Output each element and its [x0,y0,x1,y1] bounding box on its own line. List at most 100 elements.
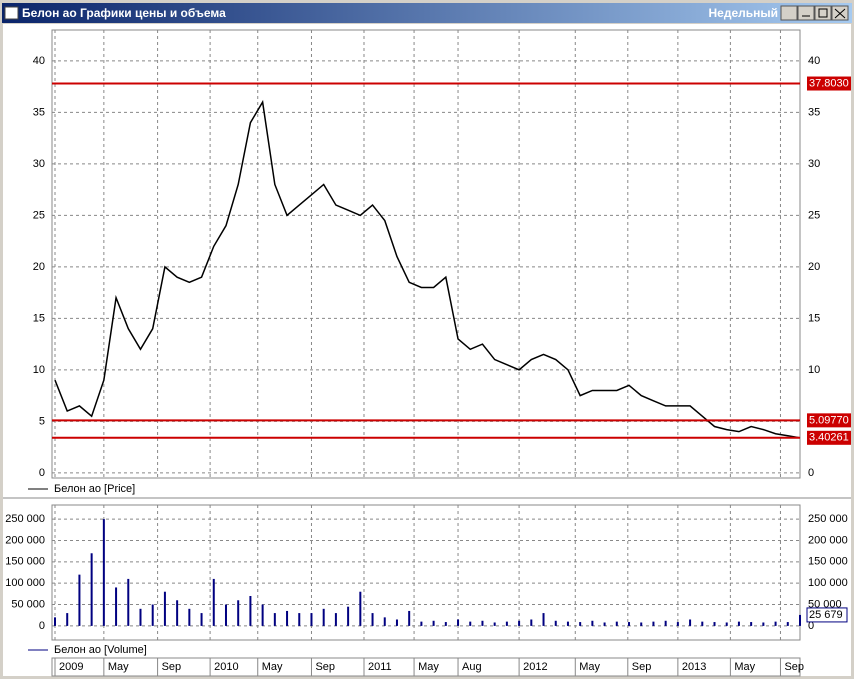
level-label: 5.09770 [809,414,849,426]
y-tick-label-right: 150 000 [808,556,848,568]
y-tick-label-right: 250 000 [808,513,848,525]
volume-bar [432,620,435,626]
volume-bar [212,578,215,626]
volume-bar [713,622,716,626]
volume-bar [102,519,105,626]
volume-bar [176,600,179,626]
volume-bar [615,621,618,626]
x-tick-label: Sep [784,661,804,673]
level-label-box [807,76,851,91]
x-tick-label: Aug [462,661,482,673]
y-tick-label: 20 [33,261,45,273]
y-tick-label-right: 100 000 [808,577,848,589]
x-tick-label: 2011 [368,661,392,673]
volume-bar [224,604,227,626]
volume-bar [78,574,81,626]
volume-bar [54,617,56,626]
y-tick-label: 15 [33,312,45,324]
maximize-button[interactable] [814,5,832,21]
y-tick-label: 0 [39,620,45,632]
x-tick-label: Sep [162,661,182,673]
y-tick-label: 10 [33,364,45,376]
volume-bar [737,621,740,626]
y-tick-label: 25 [33,209,45,221]
y-tick-label-right: 25 [808,209,820,221]
x-tick-label: Sep [315,661,335,673]
volume-bar [725,622,728,626]
volume-bar [518,620,521,626]
price-legend: Белон ао [Price] [54,483,135,495]
volume-bar [310,613,313,626]
volume-bar [188,608,191,626]
volume-bar [249,595,252,626]
y-tick-label: 50 000 [11,598,45,610]
y-tick-label-right: 40 [808,55,820,67]
volume-bar [774,621,777,626]
volume-bar [127,578,130,626]
x-tick-label: May [262,661,283,673]
y-tick-label-right: 30 [808,158,820,170]
volume-bar [334,613,337,626]
chart-area [3,24,851,676]
volume-bar [359,591,362,626]
volume-bar [408,610,411,626]
minimize-button[interactable] [797,5,815,21]
volume-bar [799,614,801,626]
volume-bar [322,608,325,626]
volume-bar [579,622,582,626]
volume-bar [347,606,350,626]
button-glyphs [802,8,846,19]
volume-panel [51,504,801,641]
y-tick-label-right: 200 000 [808,534,848,546]
volume-bar [640,622,643,626]
time-axis [51,657,801,677]
window-title: Белон ао Графики цены и объема [22,6,226,20]
volume-bar [383,617,386,626]
pin-button[interactable] [780,5,798,21]
y-tick-label-right: 10 [808,364,820,376]
y-tick-label-right: 0 [808,620,814,632]
volume-bar [151,604,154,626]
y-tick-label: 0 [39,467,45,479]
volume-bar [603,622,606,626]
volume-bar [750,622,753,626]
volume-bar [628,622,631,626]
volume-bar [554,620,557,626]
level-label-box [807,430,851,445]
volume-bar [200,613,203,626]
y-tick-label: 150 000 [5,556,45,568]
x-tick-label: Sep [632,661,652,673]
y-tick-label-right: 15 [808,312,820,324]
y-tick-label: 30 [33,158,45,170]
x-tick-label: 2009 [59,661,83,673]
volume-bar [493,622,496,626]
volume-bar [444,622,447,626]
window-icon [4,6,19,20]
last-volume-label: 25 679 [809,609,843,621]
volume-bar [566,621,569,626]
volume-bar [261,604,264,626]
x-tick-label: 2013 [682,661,706,673]
volume-bar [786,622,789,626]
last-volume-box [806,607,848,623]
volume-bar [664,620,667,626]
volume-bar [420,621,423,626]
x-tick-label: 2012 [523,661,547,673]
volume-bar [90,553,93,626]
volume-bar [237,600,240,626]
y-tick-label-right: 20 [808,261,820,273]
volume-bar [762,622,765,626]
y-tick-label-right: 35 [808,106,820,118]
period-label[interactable]: Недельный [708,6,778,20]
y-tick-label: 250 000 [5,513,45,525]
volume-bar [115,587,118,626]
volume-legend: Белон ао [Volume] [54,644,147,656]
volume-bar [676,622,679,626]
volume-bar [652,621,655,626]
level-label-box [807,413,851,428]
x-tick-label: May [418,661,439,673]
volume-bar [298,613,301,626]
x-tick-label: May [579,661,600,673]
volume-bar [457,619,460,626]
